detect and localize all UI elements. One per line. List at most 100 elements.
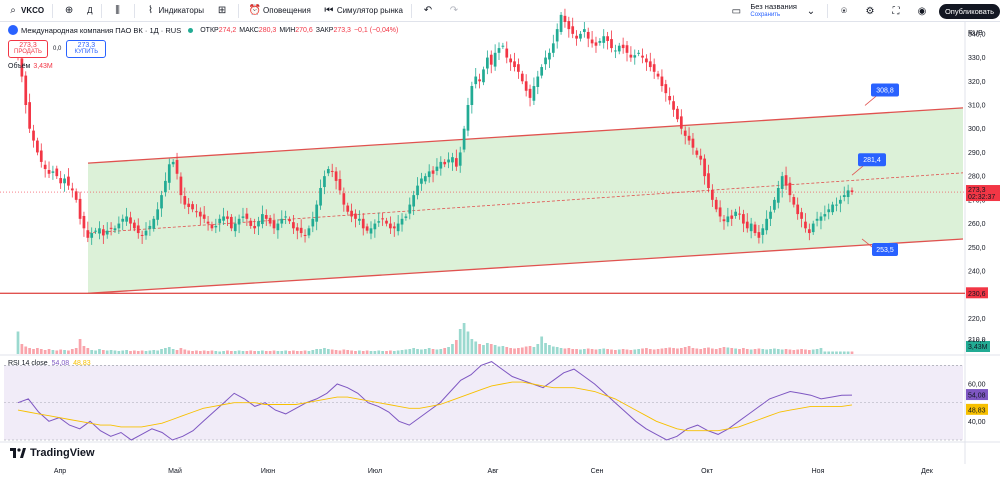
volume-bar [652,349,656,354]
volume-bar [51,350,55,354]
candle-body [594,42,598,46]
volume-bar [385,351,388,354]
volume-bar [257,351,260,354]
fullscreen-button[interactable]: ⛶ [883,0,909,22]
toolbar-divider [133,3,135,18]
candle-body [517,64,520,72]
sell-button[interactable]: 273,3 ПРОДАТЬ [8,40,48,58]
channel-lower-line [87,238,964,294]
rsi-ma-tag-text: 48,83 [968,407,986,414]
volume-bar [43,350,47,354]
compare-button[interactable]: ⊕ [56,0,82,22]
tradingview-logo-icon [10,448,26,458]
time-axis[interactable]: Апр Май Июн Июл Авг Сен Окт Ноя Дек [0,464,965,480]
volume-bar [218,351,222,354]
candle-body [381,218,384,220]
candle-body [621,44,625,49]
alarm-clock-icon: ⏰ [248,5,262,16]
volume-legend: Объём 3,43M [8,63,53,70]
layout-menu-button[interactable]: ▭ Без названия Сохранить ⌄ [723,0,824,22]
volume-bar [474,341,478,354]
redo-button[interactable]: ↷ [441,0,467,22]
candle-body [156,209,160,220]
candle-body [148,225,152,229]
volume-bar [198,351,202,354]
toolbar-divider [238,3,240,18]
volume-bar [245,351,249,354]
candle-body [586,31,590,39]
time-tick-label: Май [168,468,182,475]
volume-bar [676,348,679,354]
indicators-button[interactable]: ⌇ Индикаторы [138,0,209,22]
quick-search-button[interactable]: ⍟ [831,0,857,22]
volume-bar [206,351,210,354]
settings-button[interactable]: ⚙ [857,0,883,22]
snapshot-button[interactable]: ◉ [909,0,935,22]
toolbar-right: ▭ Без названия Сохранить ⌄ ⍟ ⚙ ⛶ ◉ Опубл… [723,0,1000,22]
tradingview-logo[interactable]: TradingView [10,447,95,459]
volume-bar [299,351,303,354]
replay-button[interactable]: ⏮ Симулятор рынка [316,0,408,22]
volume-bar [517,348,520,354]
chart-type-button[interactable]: ⫼ [105,0,131,22]
candle-body [501,45,505,47]
time-tick-label: Дек [921,468,933,475]
candle-body [625,45,629,53]
volume-bar [295,351,299,354]
toolbar-divider [52,3,54,18]
candle-body [699,155,703,160]
candle-body [361,218,365,229]
volume-bar [109,350,113,354]
volume-bar [776,349,780,354]
currency-label: RUB [968,30,983,37]
volume-bar [288,351,291,354]
candle-body [722,219,726,222]
buy-button[interactable]: 273,3 КУПИТЬ [66,40,107,58]
gear-icon: ⚙ [865,5,875,17]
symbol-title: Международная компания ПАО ВК · 1Д · RUS [21,25,182,35]
channel-upper-line [87,107,964,164]
candle-body [179,176,183,196]
volume-bar [757,348,761,354]
volume-bar [482,345,485,354]
candle-body [536,76,540,87]
volume-bar [614,350,617,354]
volume-bar [435,349,439,354]
volume-bar [520,347,524,354]
volume-bar [714,349,718,354]
volume-bar [831,351,834,354]
volume-bar [229,351,233,354]
interval-button[interactable]: Д [82,0,97,22]
sell-price: 273,3 [19,42,37,49]
candle-body [505,48,509,58]
candle-body [742,214,745,224]
candle-body [482,69,485,83]
last-price-tag [966,185,1000,202]
candle-body [734,211,737,216]
volume-bar [664,348,668,354]
publish-button[interactable]: Опубликовать [938,3,1000,19]
candle-body [404,216,408,218]
low-value: 270,6 [295,26,313,34]
symbol-search-button[interactable]: ⌕ VKCO [0,0,49,22]
volume-bar [400,350,404,354]
undo-button[interactable]: ↶ [415,0,441,22]
candle-body [32,130,35,141]
candle-body [551,43,555,53]
candle-body [730,215,734,219]
upper-price-callout-connector [864,95,878,106]
volume-bar [458,329,462,354]
layouts-button[interactable]: ⊞ [209,0,235,22]
alerts-button[interactable]: ⏰ Оповещения [242,0,316,22]
volume-bar [489,344,493,354]
volume-bar [800,349,803,354]
candle-body [249,220,253,226]
candle-body [365,226,369,231]
price-tick-label: 330,0 [968,55,986,62]
candle-body [509,58,512,63]
volume-bar [36,348,39,354]
volume-bar [175,350,179,354]
volume-bar [342,349,346,354]
candle-body [222,216,225,221]
